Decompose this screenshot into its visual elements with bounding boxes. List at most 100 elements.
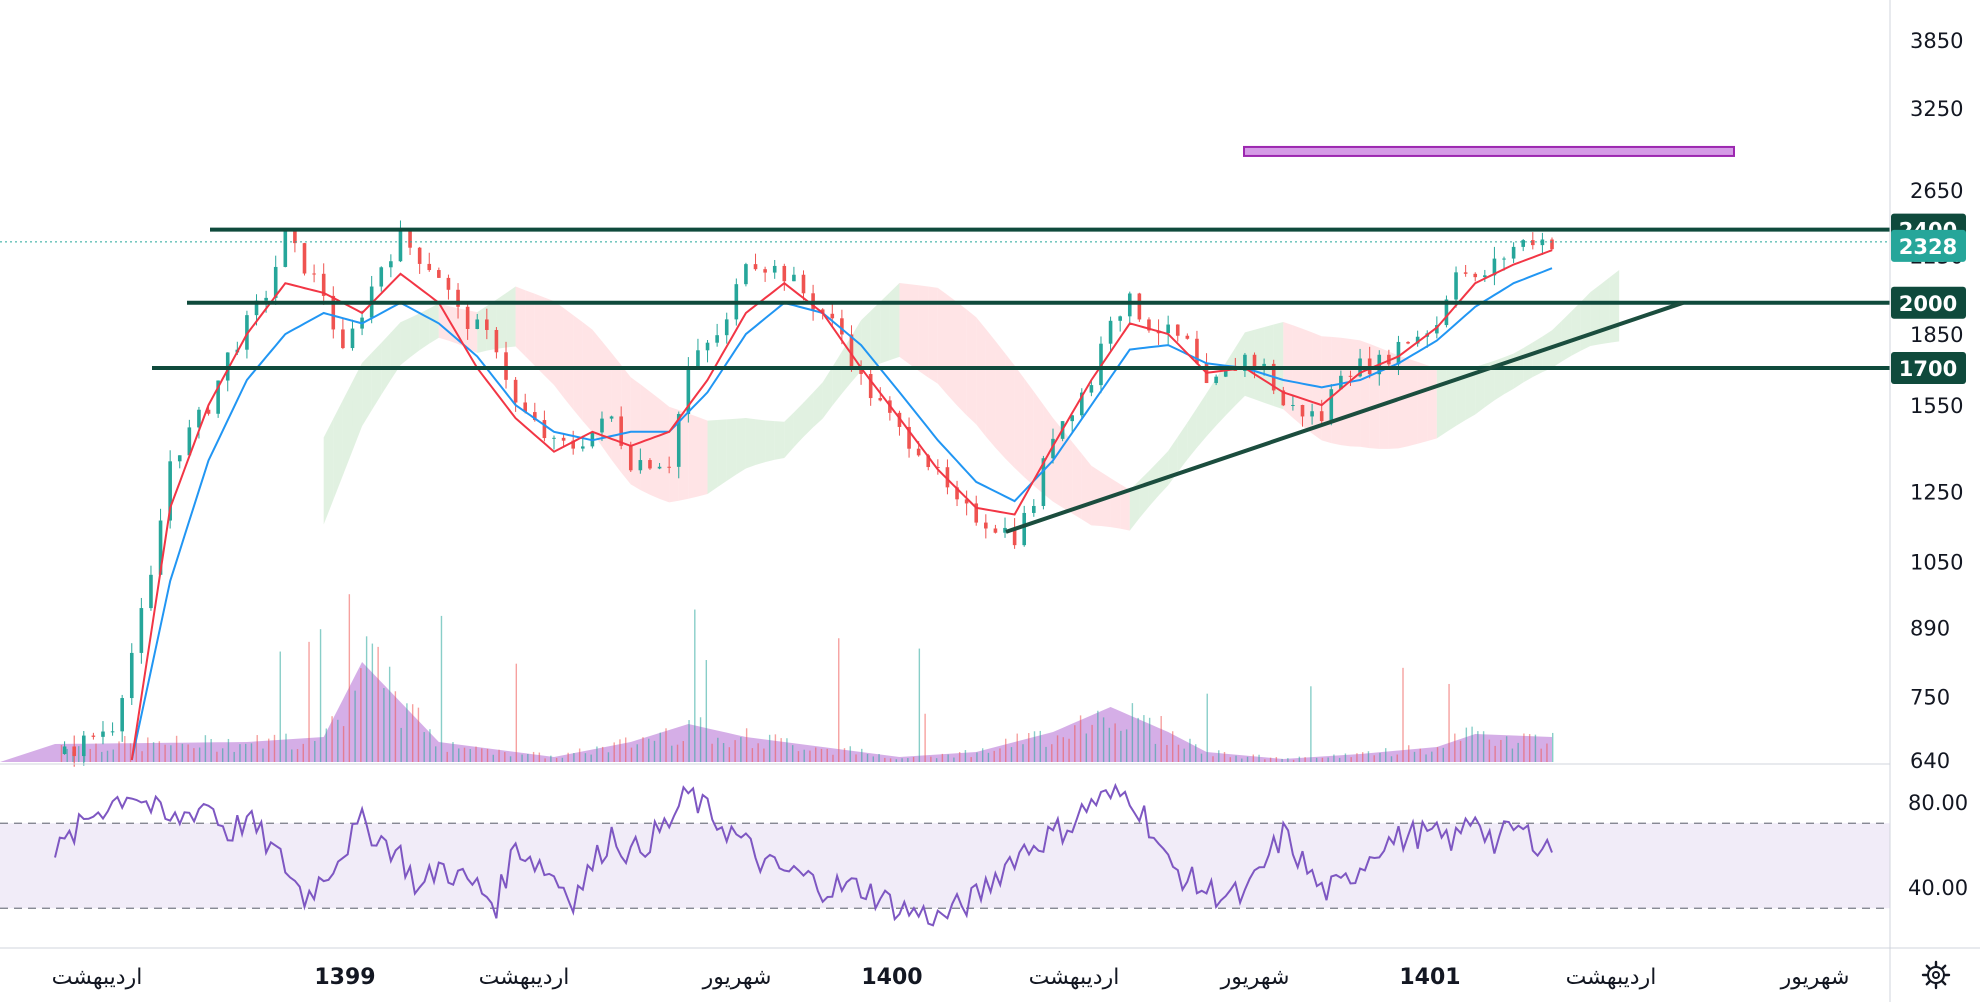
price-candle	[1415, 330, 1420, 347]
price-candle	[772, 259, 777, 279]
price-candle	[91, 732, 96, 740]
volume-bar	[406, 703, 408, 762]
cloud-segment	[1436, 368, 1447, 439]
cloud-segment	[611, 352, 622, 473]
cloud-segment	[1408, 358, 1418, 447]
cloud-segment	[467, 310, 478, 354]
volume-bar	[878, 754, 880, 762]
cloud-segment	[1465, 366, 1476, 421]
drawings[interactable]	[1005, 145, 1735, 534]
price-candle	[1281, 386, 1286, 407]
price-candle	[187, 419, 192, 458]
price-candle	[389, 254, 393, 278]
svg-text:2328: 2328	[1899, 235, 1957, 259]
volume-bar	[676, 744, 679, 762]
volume-bar	[1321, 757, 1324, 762]
cloud-segment	[1091, 465, 1101, 527]
volume-bar	[325, 728, 328, 762]
volume-bar	[78, 746, 80, 762]
price-candle	[1089, 380, 1094, 397]
cloud-segment	[1369, 343, 1380, 449]
volume-bar	[124, 736, 126, 762]
price-candle	[1137, 292, 1142, 322]
volume-bar	[1465, 727, 1468, 762]
volume-bar	[1102, 717, 1105, 762]
volume-bar	[475, 746, 477, 762]
price-candle	[168, 450, 172, 529]
volume-bar	[1442, 747, 1445, 762]
volume-bar	[665, 728, 667, 762]
cloud-segment	[1571, 301, 1581, 356]
volume-bar	[838, 638, 840, 762]
gear-icon[interactable]	[1921, 960, 1951, 990]
cloud-segment	[1206, 378, 1217, 437]
price-candle	[561, 432, 566, 448]
volume-bar	[999, 748, 1001, 762]
volume-bar	[216, 751, 218, 762]
price-tick-label: 1050	[1910, 550, 1963, 574]
price-candle	[206, 407, 211, 416]
rsi-axis[interactable]: 80.00 40.00	[1908, 791, 1968, 900]
cloud-segment	[745, 418, 756, 469]
cloud-segment	[1379, 347, 1389, 449]
price-tick-label: 3850	[1910, 29, 1963, 53]
volume-bar	[106, 750, 109, 762]
time-tick-label: 1400	[861, 965, 922, 990]
volume-bar	[555, 757, 558, 762]
volume-bar	[1482, 731, 1485, 762]
cloud-segment	[707, 420, 718, 495]
ascending-trendline[interactable]	[1005, 300, 1684, 534]
volume-bar	[791, 745, 794, 762]
cloud-segment	[889, 283, 900, 361]
price-axis[interactable]: 3850325026502250185015501250105089075064…	[1910, 29, 1963, 773]
price-candle	[715, 323, 719, 347]
volume-bar	[463, 747, 466, 762]
volume-bar	[786, 738, 788, 762]
volume-bar	[1408, 745, 1410, 762]
volume-bar	[302, 743, 304, 762]
price-candle	[1454, 266, 1458, 308]
horizontal-levels[interactable]	[0, 227, 1890, 371]
volume-bar	[1385, 748, 1387, 762]
cloud-segment	[1350, 338, 1361, 447]
time-tick-label: شهریور	[1220, 965, 1290, 990]
target-zone-box[interactable]	[1243, 145, 1735, 157]
volume-bar	[970, 757, 972, 762]
price-tick-label: 750	[1910, 685, 1950, 709]
price-candle	[1511, 242, 1516, 263]
volume-bar	[590, 754, 592, 762]
price-candle	[1463, 264, 1468, 277]
cloud-segment	[534, 293, 545, 376]
time-axis[interactable]: اردیبهشت 1399 اردیبهشت شهریور 1400 اردیبهشت شه…	[52, 965, 1850, 990]
cloud-segment	[333, 400, 343, 501]
cloud-segment	[784, 412, 794, 459]
volume-bar	[567, 752, 569, 762]
volume-bar	[596, 746, 598, 762]
volume-bar	[89, 748, 91, 762]
volume-bar	[1310, 686, 1312, 762]
volume-bar	[1028, 733, 1030, 762]
price-candle	[897, 410, 902, 436]
volume-bar	[1333, 754, 1335, 762]
rsi-tick-label: 40.00	[1908, 876, 1968, 900]
price-candle	[129, 643, 134, 705]
volume-bar	[458, 748, 460, 762]
volume-bar	[561, 757, 564, 762]
ma-fast-line	[130, 249, 1553, 761]
volume-bar	[780, 738, 782, 762]
level-tag-1700: 1700	[1891, 352, 1966, 385]
volume-bar	[308, 641, 310, 762]
cloud-segment	[861, 311, 871, 371]
volume-bar	[688, 720, 690, 762]
volume-bar	[1229, 757, 1231, 762]
price-candle	[465, 300, 470, 340]
volume-bar	[1356, 753, 1358, 762]
price-candle	[1483, 269, 1487, 282]
volume-bar	[101, 751, 103, 762]
cloud-segment	[419, 308, 430, 351]
volume-bar	[538, 752, 541, 762]
cloud-segment	[755, 419, 766, 466]
volume-bar	[768, 734, 771, 762]
volume-bar	[1505, 736, 1508, 762]
